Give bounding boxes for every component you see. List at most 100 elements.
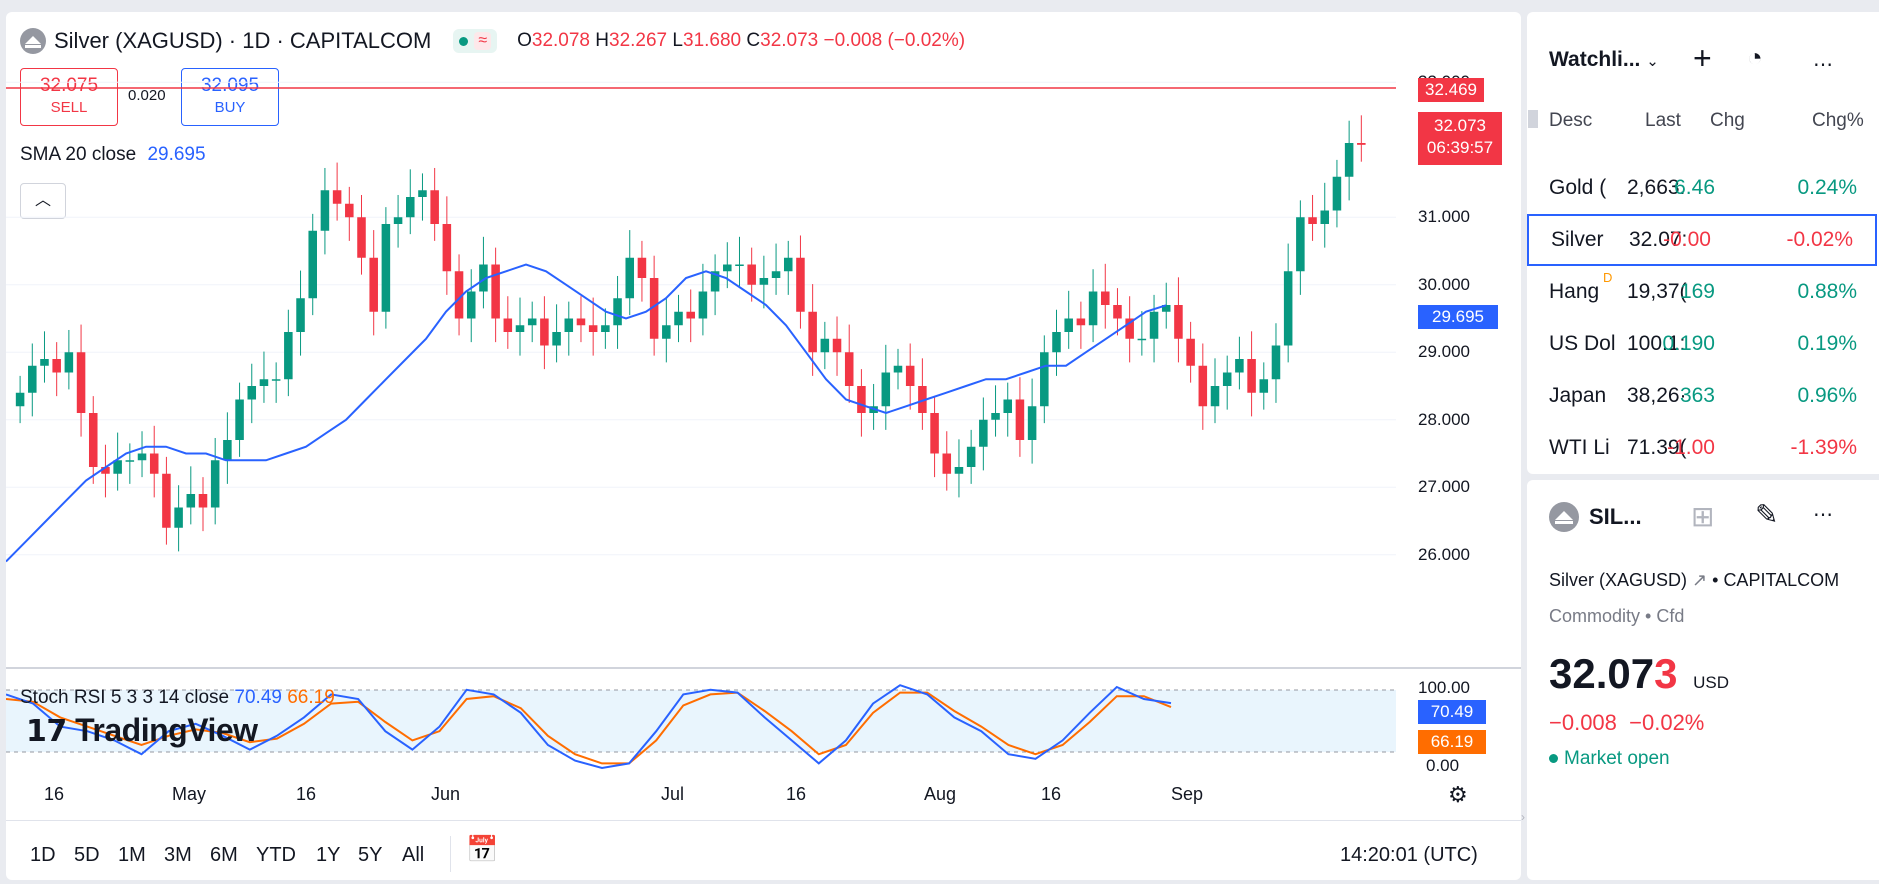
row-last: 32.07: (1629, 228, 1688, 251)
candle-body (284, 332, 293, 380)
candle-body (527, 318, 537, 326)
timeframe-1y[interactable]: 1Y (316, 844, 341, 866)
external-link-icon[interactable]: ↗ (1692, 570, 1708, 590)
details-short-name[interactable]: SIL... (1589, 504, 1642, 529)
candle-body (1259, 379, 1269, 393)
panel-collapse-handle[interactable]: › (1521, 810, 1525, 824)
symbol-header[interactable]: Silver (XAGUSD) · 1D · CAPITALCOM ≈ O32.… (20, 26, 965, 56)
sell-button[interactable]: 32.075 SELL (20, 68, 118, 126)
candle-body (247, 386, 257, 400)
stoch-legend[interactable]: Stoch RSI 5 3 3 14 close 70.49 66.19 (20, 687, 335, 708)
row-last: 71.39( (1627, 436, 1687, 459)
row-pct: -1.39% (1790, 436, 1857, 459)
delayed-badge: D (1603, 270, 1613, 285)
price-tick-label: 29.000 (1418, 342, 1470, 362)
chart-panel: Silver (XAGUSD) · 1D · CAPITALCOM ≈ O32.… (6, 12, 1521, 880)
row-name: Gold ( (1549, 176, 1607, 199)
candle-body (662, 325, 671, 339)
settings-gear-icon[interactable]: ⚙ (1448, 782, 1468, 807)
more-options-icon[interactable]: ⋯ (1813, 54, 1834, 76)
grid-layout-icon[interactable]: ⊞ (1691, 501, 1715, 532)
sma-line (6, 263, 1167, 563)
market-open-dot-icon (1549, 754, 1558, 764)
market-status[interactable]: Market open (1549, 748, 1670, 770)
timeframe-5y[interactable]: 5Y (358, 844, 383, 866)
candle-body (369, 257, 378, 312)
rsi-d-tag: 66.19 (1418, 730, 1486, 754)
stoch-k-line (6, 684, 1172, 770)
watchlist-row[interactable]: Silver 32.07: -0.00 -0.02% (1527, 214, 1877, 266)
timeframe-ytd[interactable]: YTD (256, 844, 296, 866)
candle-body (28, 365, 37, 393)
candle-body (125, 460, 135, 462)
candle-body (930, 413, 939, 454)
details-more-icon[interactable]: ⋯ (1813, 504, 1833, 526)
timeframe-3m[interactable]: 3M (164, 844, 192, 866)
utc-clock[interactable]: 14:20:01 (UTC) (1340, 844, 1478, 866)
rsi-top-tick: 100.00 (1418, 678, 1470, 697)
candle-body (149, 453, 159, 474)
time-tick-label: 16 (786, 784, 807, 804)
candle-body (393, 217, 403, 224)
watchlist-row[interactable]: Gold (2,663. 6.46 0.24% (1527, 162, 1879, 214)
candle-body (844, 352, 854, 386)
candle-body (1186, 338, 1195, 366)
details-change: −0.008 −0.02% (1549, 710, 1705, 735)
pane-divider[interactable] (6, 667, 1521, 669)
candle-body (674, 311, 683, 326)
time-tick-label: Jun (431, 784, 461, 804)
stoch-rsi-pane[interactable] (6, 672, 1396, 782)
watchlist-row[interactable]: US Dol 100.1: 0.190 0.19% (1527, 318, 1879, 370)
timeframe-1m[interactable]: 1M (118, 844, 146, 866)
candle-body (1015, 399, 1025, 440)
collapse-legend-button[interactable]: ︿ (20, 183, 66, 219)
candle-body (381, 224, 391, 312)
candle-body (1027, 406, 1037, 440)
candle-body (1210, 386, 1220, 407)
candle-body (1320, 210, 1330, 224)
advanced-view-icon[interactable]: ◔ (1747, 42, 1763, 72)
sma-legend[interactable]: SMA 20 close 29.695 (20, 144, 206, 165)
timeframe-all[interactable]: All (402, 844, 425, 866)
timeframe-1d[interactable]: 1D (30, 844, 56, 866)
candle-body (259, 379, 269, 386)
high-price-tag: 32.469 (1418, 78, 1484, 102)
candle-body (832, 338, 842, 353)
watchlist-header-row: Desc Last Chg Chg% (1527, 106, 1879, 136)
chevron-up-icon: ︿ (34, 192, 51, 209)
watchlist-row[interactable]: WTI Li 71.39(-1.00 -1.39% (1527, 422, 1879, 474)
row-name: US Dol (1549, 332, 1616, 355)
candle-body (430, 190, 439, 224)
row-last: 2,663. (1627, 176, 1686, 199)
candle-body (308, 230, 317, 299)
price-chart[interactable] (6, 62, 1396, 602)
watchlist-title-button[interactable]: Watchli... ⌄ (1549, 48, 1659, 71)
candle-body (1271, 345, 1281, 380)
candle-body (613, 298, 622, 326)
rsi-bottom-tick: 0.00 (1426, 756, 1460, 775)
add-symbol-plus-icon[interactable]: + (1693, 40, 1712, 76)
candle-body (235, 399, 244, 440)
tradingview-logo[interactable]: 𝟭𝟳 TradingView (26, 712, 258, 748)
timeframe-5d[interactable]: 5D (74, 844, 100, 866)
row-name: Silver (1551, 228, 1604, 251)
edit-pencil-icon[interactable]: ✎ (1755, 499, 1779, 530)
timeframe-6m[interactable]: 6M (210, 844, 238, 866)
price-axis[interactable]: 33.00031.00030.00029.00028.00027.00026.0… (1396, 12, 1521, 812)
details-full-name: Silver (XAGUSD) ↗ • CAPITALCOM (1549, 570, 1840, 590)
candle-body (979, 419, 988, 447)
buy-button[interactable]: 32.095 BUY (181, 68, 279, 126)
row-name: Hang (1549, 280, 1600, 303)
candle-body (64, 352, 74, 373)
candle-body (76, 352, 86, 413)
watchlist-row[interactable]: Hang 19,37(169 0.88% D (1527, 266, 1879, 318)
row-pct: 0.24% (1797, 176, 1857, 199)
candle-body (1076, 318, 1086, 326)
watchlist-row[interactable]: Japan 38,26· 363 0.96% (1527, 370, 1879, 422)
goto-date-icon[interactable]: 📅 (466, 834, 499, 864)
time-tick-label: 16 (1041, 784, 1062, 804)
tv-logo-icon: 𝟭𝟳 (26, 715, 67, 748)
symbol-title[interactable]: Silver (XAGUSD) · 1D · CAPITALCOM (54, 28, 432, 53)
candle-body (186, 494, 196, 508)
time-axis[interactable]: 16 May 16 Jun Jul 16 Aug 16 Sep (6, 784, 1396, 810)
